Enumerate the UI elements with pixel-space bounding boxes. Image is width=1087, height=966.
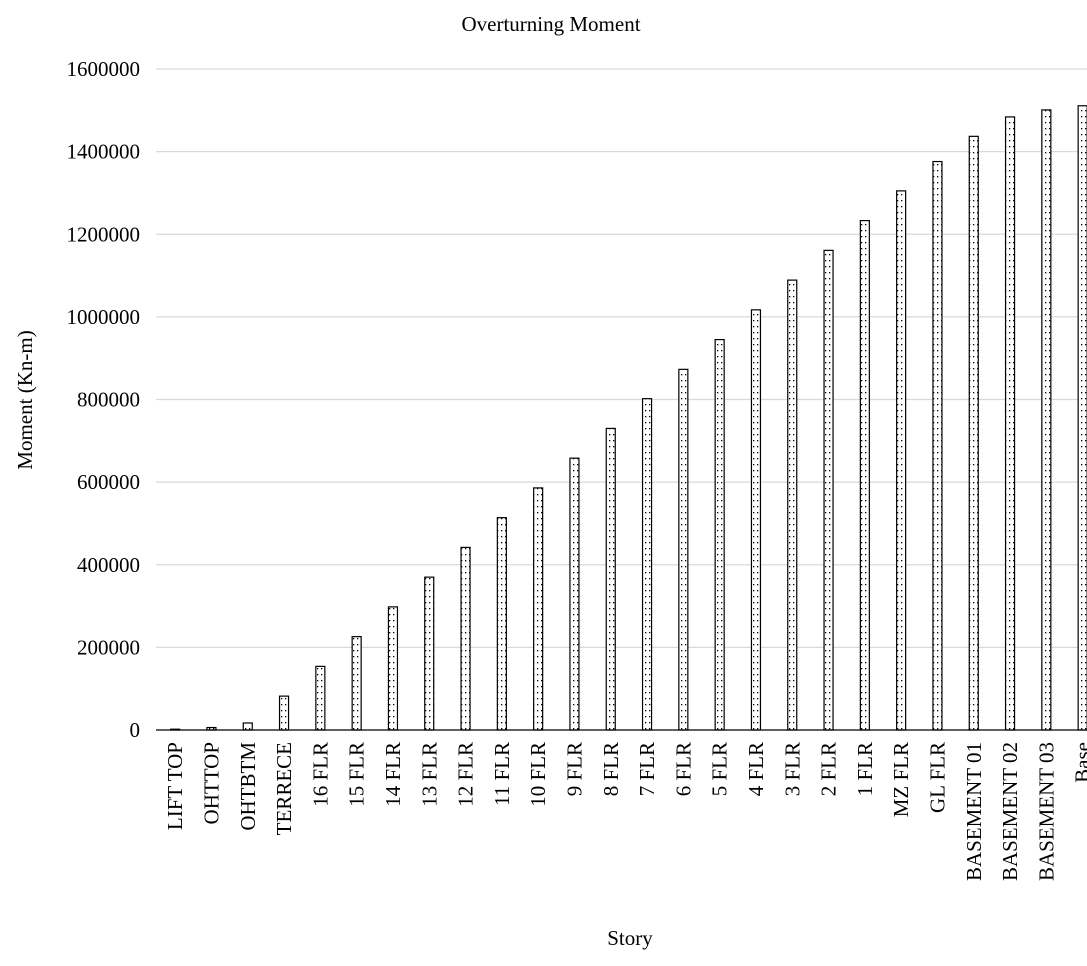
x-tick-label: BASEMENT 01 bbox=[962, 742, 986, 881]
chart-title: Overturning Moment bbox=[461, 12, 640, 36]
x-tick-label: 8 FLR bbox=[599, 742, 623, 796]
bar bbox=[787, 279, 798, 731]
x-tick-label: 1 FLR bbox=[853, 742, 877, 796]
bar bbox=[315, 665, 326, 731]
bar bbox=[823, 249, 834, 731]
x-tick-label: OHTBTM bbox=[236, 742, 260, 831]
y-tick-label: 1000000 bbox=[67, 305, 141, 329]
y-tick-label: 200000 bbox=[77, 635, 140, 659]
bar bbox=[896, 190, 907, 731]
x-tick-label: MZ FLR bbox=[889, 742, 913, 817]
bar bbox=[605, 427, 616, 731]
bar bbox=[1041, 109, 1052, 731]
x-tick-label: TERRECE bbox=[272, 742, 296, 835]
x-tick-label: 10 FLR bbox=[526, 742, 550, 807]
gridlines bbox=[156, 68, 1087, 649]
bar bbox=[932, 160, 943, 731]
y-tick-label: 1200000 bbox=[67, 222, 141, 246]
x-tick-label: BASEMENT 03 bbox=[1034, 742, 1058, 881]
x-tick-label: 3 FLR bbox=[780, 742, 804, 796]
x-tick-label: 5 FLR bbox=[708, 742, 732, 796]
y-axis-label: Moment (Kn-m) bbox=[13, 330, 37, 469]
y-tick-label: 400000 bbox=[77, 553, 140, 577]
x-tick-label: LIFT TOP bbox=[163, 742, 187, 830]
bar bbox=[968, 135, 979, 731]
bar bbox=[242, 722, 253, 731]
bar bbox=[859, 220, 870, 731]
x-tick-label: 15 FLR bbox=[345, 742, 369, 807]
x-tick-label: 2 FLR bbox=[817, 742, 841, 796]
x-tick-label: OHTTOP bbox=[199, 742, 223, 824]
bar bbox=[533, 487, 544, 731]
x-tick-label: 12 FLR bbox=[454, 742, 478, 807]
bar bbox=[714, 338, 725, 731]
bar bbox=[460, 546, 471, 731]
x-tick-label: 4 FLR bbox=[744, 742, 768, 796]
x-tick-labels: LIFT TOP OHTTOP OHTBTM TERRECE 16 FLR 15 FLR 1… bbox=[163, 742, 1087, 881]
bar bbox=[351, 636, 362, 731]
bar bbox=[678, 368, 689, 731]
x-tick-label: 13 FLR bbox=[417, 742, 441, 807]
bar bbox=[569, 457, 580, 731]
y-tick-label: 1400000 bbox=[67, 140, 141, 164]
y-tick-label: 600000 bbox=[77, 470, 140, 494]
bar bbox=[496, 517, 507, 731]
x-tick-label: GL FLR bbox=[925, 742, 949, 813]
x-tick-label: 14 FLR bbox=[381, 742, 405, 807]
x-tick-label: 6 FLR bbox=[671, 742, 695, 796]
y-tick-labels: 0 200000 400000 600000 800000 1000000 1200000 1… bbox=[67, 57, 141, 742]
bar bbox=[750, 309, 762, 731]
x-axis-label: Story bbox=[607, 926, 653, 950]
bar bbox=[424, 576, 435, 731]
bar bbox=[1077, 105, 1087, 731]
bars bbox=[170, 105, 1087, 731]
x-tick-label: 9 FLR bbox=[562, 742, 586, 796]
x-tick-label: BASEMENT 02 bbox=[998, 742, 1022, 881]
bar bbox=[1004, 116, 1016, 731]
x-tick-label: Base bbox=[1071, 742, 1087, 783]
y-tick-label: 1600000 bbox=[67, 57, 141, 81]
x-tick-label: 7 FLR bbox=[635, 742, 659, 796]
y-tick-label: 0 bbox=[130, 718, 141, 742]
bar bbox=[641, 398, 653, 731]
y-tick-label: 800000 bbox=[77, 388, 140, 412]
bar bbox=[387, 606, 399, 731]
x-tick-label: 16 FLR bbox=[308, 742, 332, 807]
x-tick-label: 11 FLR bbox=[490, 742, 514, 806]
bar bbox=[278, 695, 290, 731]
